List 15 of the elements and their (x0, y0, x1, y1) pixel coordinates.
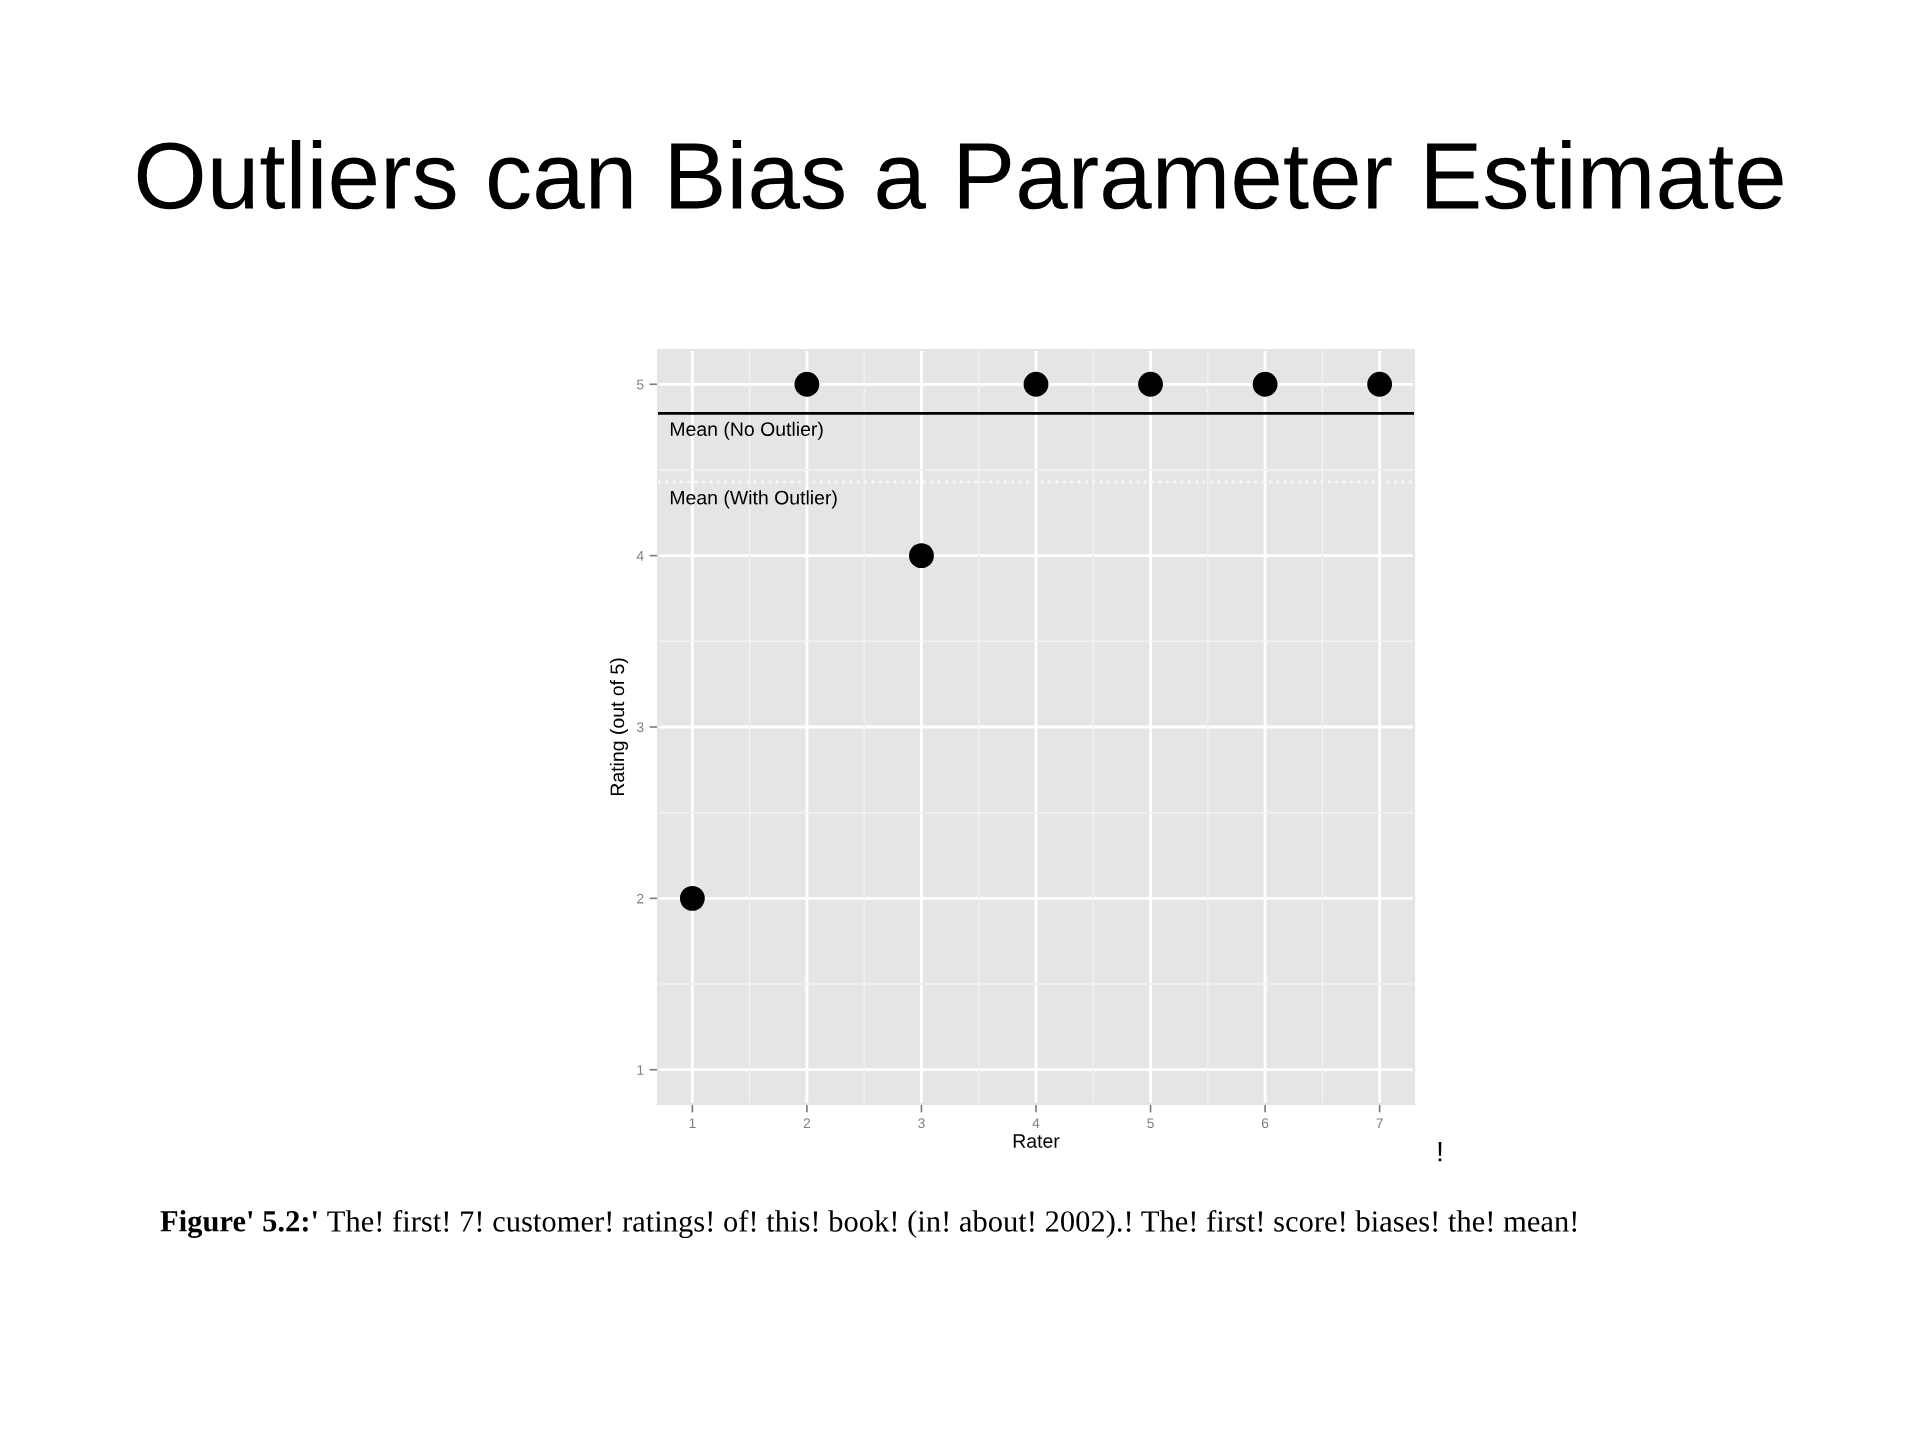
x-axis-title: Rater (1013, 1134, 1060, 1148)
point (1252, 371, 1278, 397)
y-axis-title: Rating (out of 5) (609, 658, 629, 796)
point (909, 543, 934, 569)
text: The! first! 7! customer! ratings! of! this! book! (in! about! 2002).! The! first! score! biases! the! mean! (327, 1209, 1577, 1239)
ref-line-label: Mean (No Outlier) (670, 421, 823, 440)
chart-title: Outliers can Bias a Parameter Estimate (137, 139, 1783, 210)
text: ! (1438, 1142, 1442, 1162)
point (794, 371, 820, 397)
ref-line-label: Mean (With Outlier) (670, 490, 837, 509)
point (1023, 371, 1049, 397)
point (1367, 371, 1393, 397)
point (679, 885, 705, 911)
point (1138, 371, 1163, 397)
text: Figure' 5.2:' (160, 1210, 317, 1238)
